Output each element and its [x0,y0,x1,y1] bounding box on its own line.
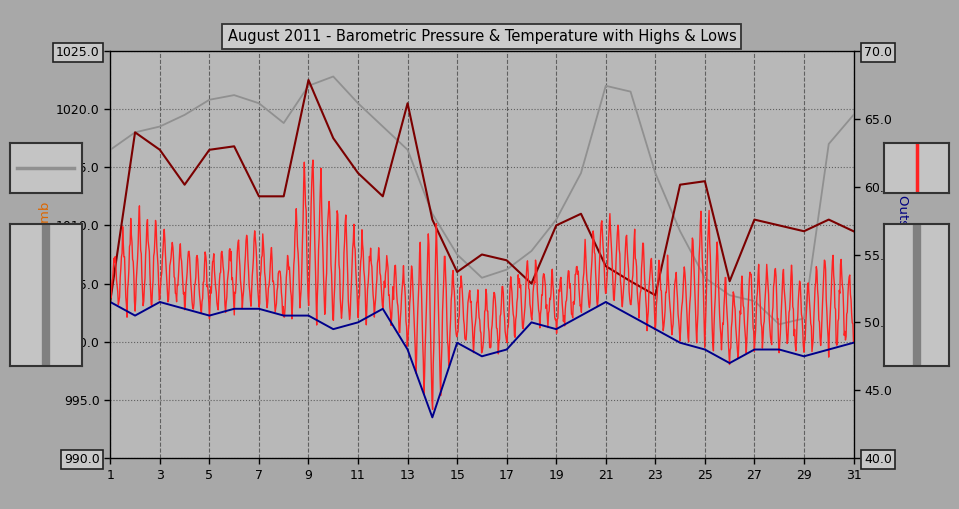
Title: August 2011 - Barometric Pressure & Temperature with Highs & Lows: August 2011 - Barometric Pressure & Temp… [227,29,737,44]
Y-axis label: Outside Temp - °F: Outside Temp - °F [896,195,909,314]
Y-axis label: Barometer - mb: Barometer - mb [38,202,52,307]
